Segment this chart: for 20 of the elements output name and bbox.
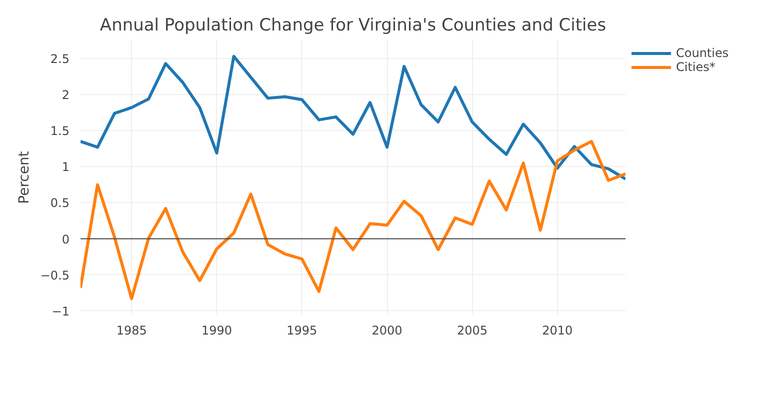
y-tick-label: 1 [62,160,70,174]
x-tick-label: 1995 [286,324,318,338]
y-tick-label: 2.5 [50,52,70,66]
y-axis-title: Percent [16,150,32,204]
y-tick-label: −0.5 [40,268,70,282]
chart-title: Annual Population Change for Virginia's Counties and Cities [100,16,606,36]
y-tick-label: −1 [52,304,70,318]
y-tick-label: 1.5 [50,124,70,138]
line-series [80,140,626,300]
y-tick-label: 2 [62,88,70,102]
legend-label: Counties [676,46,729,60]
legend-label: Cities* [676,60,716,74]
x-tick-label: 1990 [201,324,232,338]
y-tick-label: 0.5 [50,196,70,210]
line-series [80,54,626,180]
x-tick-label: 2010 [542,324,573,338]
y-tick-label: 0 [62,232,70,246]
x-tick-label: 2005 [456,324,488,338]
x-tick-label: 1985 [116,324,147,338]
x-tick-label: 2000 [372,324,402,338]
